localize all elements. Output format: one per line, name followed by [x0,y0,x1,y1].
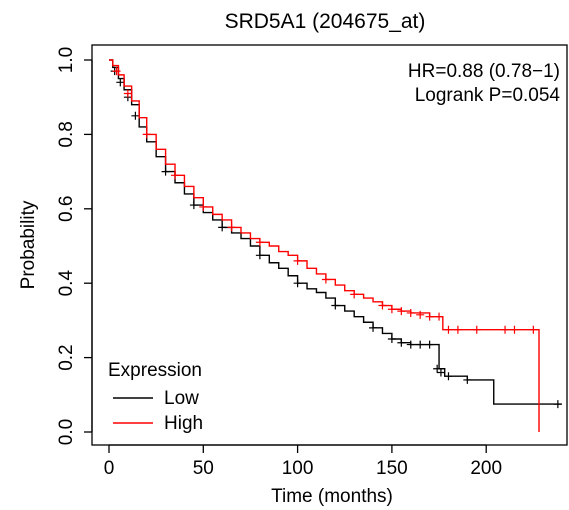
legend-label-high: High [164,413,203,434]
censor-mark [227,223,236,232]
series-high [109,59,540,432]
censor-mark [255,238,264,247]
x-tick-label: 150 [376,458,408,479]
hr-annotation: HR=0.88 (0.78−1) [408,61,560,82]
censor-mark [123,89,132,98]
censor-mark [436,368,445,377]
y-axis-label: Probability [18,200,39,289]
censor-mark [369,323,378,332]
censor-mark [293,256,302,265]
y-tick-label: 0.4 [56,270,77,297]
censor-mark [472,325,481,334]
x-tick-label: 0 [104,458,115,479]
censor-mark [189,201,198,210]
x-tick-label: 200 [470,458,502,479]
censor-mark [416,340,425,349]
censor-mark [112,67,121,76]
censor-mark [444,372,453,381]
censor-mark [350,290,359,299]
x-tick-label: 100 [282,458,314,479]
censor-mark [453,325,462,334]
censor-mark [161,167,170,176]
censor-mark [321,275,330,284]
censor-mark [444,325,453,334]
x-tick-label: 50 [193,458,214,479]
censor-mark [293,279,302,288]
censor-mark [529,325,538,334]
censor-mark [378,301,387,310]
legend-label-low: Low [164,388,199,409]
x-axis-label: Time (months) [271,486,393,507]
censor-mark [406,308,415,317]
censor-mark [435,312,444,321]
series-line-low [109,59,562,405]
legend: Expression Low High [108,360,203,434]
y-tick-label: 1.0 [56,47,77,73]
y-tick-label: 0.8 [56,121,77,147]
censor-mark [331,301,340,310]
series-line-high [109,59,540,432]
censor-mark [199,202,208,211]
y-axis: 0.0 0.2 0.4 0.6 0.8 1.0 [56,47,93,445]
censor-mark [387,335,396,343]
y-tick-label: 0.0 [56,419,77,445]
chart-title: SRD5A1 (204675_at) [225,10,426,33]
censor-mark [416,310,425,319]
censor-mark [510,325,519,334]
censor-mark [433,364,442,373]
series-layer [109,59,562,432]
x-axis: 0 50 100 150 200 [104,444,502,479]
censor-mark [406,340,415,349]
y-tick-label: 0.6 [56,196,77,222]
censor-mark [116,78,125,87]
series-low [109,59,562,409]
censor-mark [425,312,434,321]
censor-mark [142,130,151,139]
logrank-annotation: Logrank P=0.054 [415,85,561,106]
censor-mark [255,251,264,260]
censor-mark [387,305,396,314]
censor-mark [425,340,434,349]
censor-mark [463,375,472,384]
legend-title: Expression [108,360,202,381]
censor-mark [218,223,227,232]
censor-mark [397,307,406,316]
y-tick-label: 0.2 [56,344,77,370]
censor-mark [501,325,510,334]
censor-mark [397,338,406,347]
censor-mark [171,171,180,180]
censor-mark [553,400,562,409]
censor-mark [131,111,140,120]
